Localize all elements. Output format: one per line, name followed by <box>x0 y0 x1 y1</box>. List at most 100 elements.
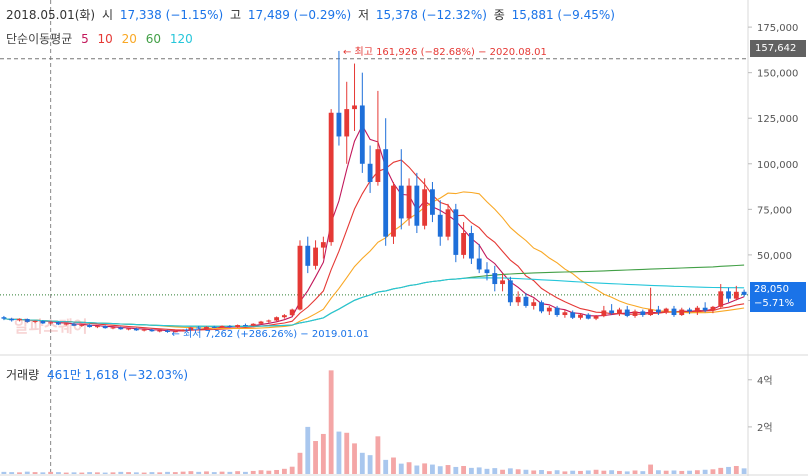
candle-body <box>741 291 747 295</box>
volume-bar <box>507 468 513 474</box>
candle-body <box>523 296 529 306</box>
candle-body <box>157 330 163 332</box>
candle-body <box>235 325 241 328</box>
candle-body <box>32 321 38 323</box>
volume-bar <box>601 470 607 474</box>
volume-bar <box>422 463 428 474</box>
volume-bar <box>391 457 396 474</box>
candle-body <box>250 323 256 326</box>
candle-body <box>79 324 85 326</box>
ma-legend-60[interactable]: 60 <box>145 32 162 46</box>
candle-body <box>648 309 654 316</box>
candle-body <box>266 320 272 322</box>
candle-body <box>500 280 505 285</box>
volume-bar <box>235 471 241 474</box>
candle-body <box>687 309 692 312</box>
candle-body <box>24 319 30 322</box>
high-annotation: ← 최고 161,926 (−82.68%) − 2020.08.01 <box>343 46 547 58</box>
candle-body <box>476 258 482 270</box>
volume-bar <box>531 470 537 474</box>
volume-bar <box>289 466 295 474</box>
volume-bar <box>320 433 326 474</box>
current-price-badge: 28,050 −5.71% <box>750 282 806 312</box>
candle-body <box>679 309 685 316</box>
candle-body <box>718 291 724 307</box>
ma-legend-20[interactable]: 20 <box>121 32 137 46</box>
volume-bar <box>679 470 685 474</box>
volume-bar <box>126 472 131 474</box>
price-tick-label: 100,000 <box>757 160 798 171</box>
volume-bar <box>48 471 54 474</box>
volume-bar <box>352 443 357 474</box>
candle-body <box>63 323 69 325</box>
ma-line-120 <box>3 277 745 327</box>
volume-bar <box>430 464 435 474</box>
volume-bar <box>468 467 474 474</box>
candle-body <box>281 315 287 318</box>
volume-bar <box>24 471 30 474</box>
ma-legend-120[interactable]: 120 <box>169 32 193 46</box>
candle-body <box>570 312 576 318</box>
candle-body <box>126 328 131 330</box>
volume-title: 거래량 <box>6 368 40 382</box>
ma-legend-10[interactable]: 10 <box>97 32 113 46</box>
volume-bar <box>624 471 630 474</box>
watermark: 알파스퀘어 <box>14 317 88 336</box>
volume-bar <box>133 472 139 474</box>
volume-bar <box>710 469 716 474</box>
candle-body <box>578 314 583 318</box>
candle-body <box>430 189 435 215</box>
candle-body <box>188 327 194 330</box>
volume-bar <box>741 468 747 474</box>
volume-bar <box>56 472 61 474</box>
volume-bar <box>266 470 272 474</box>
volume-bar <box>258 470 264 474</box>
volume-bar <box>546 471 552 474</box>
candle-body <box>585 314 591 319</box>
candle-body <box>320 242 326 248</box>
volume-bar <box>492 468 498 474</box>
volume-bar <box>437 466 443 474</box>
volume-bar <box>94 472 100 474</box>
candle-body <box>336 112 342 137</box>
candle-body <box>180 329 186 332</box>
volume-bar <box>313 441 318 474</box>
volume-bar <box>523 469 529 474</box>
current-price-change: −5.71% <box>754 298 795 309</box>
candle-body <box>539 302 544 312</box>
candle-body <box>398 185 404 219</box>
volume-bar <box>188 471 194 474</box>
candle-body <box>617 309 622 314</box>
candle-body <box>632 311 638 316</box>
volume-bar <box>204 471 209 474</box>
volume-bar <box>32 472 38 474</box>
candle-body <box>507 280 513 303</box>
volume-bar <box>585 470 591 474</box>
ma-legend[interactable]: 단순이동평균 5 10 20 60 120 <box>6 30 198 47</box>
volume-tick-label: 4억 <box>757 375 773 387</box>
ma-line-20 <box>3 191 745 330</box>
candle-body <box>243 325 248 327</box>
current-price-value: 28,050 <box>754 284 789 295</box>
ma-legend-5[interactable]: 5 <box>81 32 89 46</box>
candle-body <box>40 321 46 324</box>
price-tick-label: 175,000 <box>757 23 798 34</box>
volume-bar <box>375 436 381 474</box>
candle-body <box>445 209 451 237</box>
price-tick-label: 150,000 <box>757 69 798 80</box>
candle-body <box>56 322 61 325</box>
volume-bar <box>500 469 505 474</box>
volume-bar <box>515 469 521 474</box>
volume-bar <box>110 472 116 474</box>
candle-body <box>453 209 459 255</box>
volume-bar <box>539 469 544 474</box>
candle-body <box>562 312 568 316</box>
candle-body <box>274 317 280 321</box>
candle-body <box>133 328 139 331</box>
candle-body <box>546 307 552 312</box>
candle-body <box>328 112 334 243</box>
volume-bar <box>702 469 708 474</box>
candle-body <box>702 307 708 311</box>
